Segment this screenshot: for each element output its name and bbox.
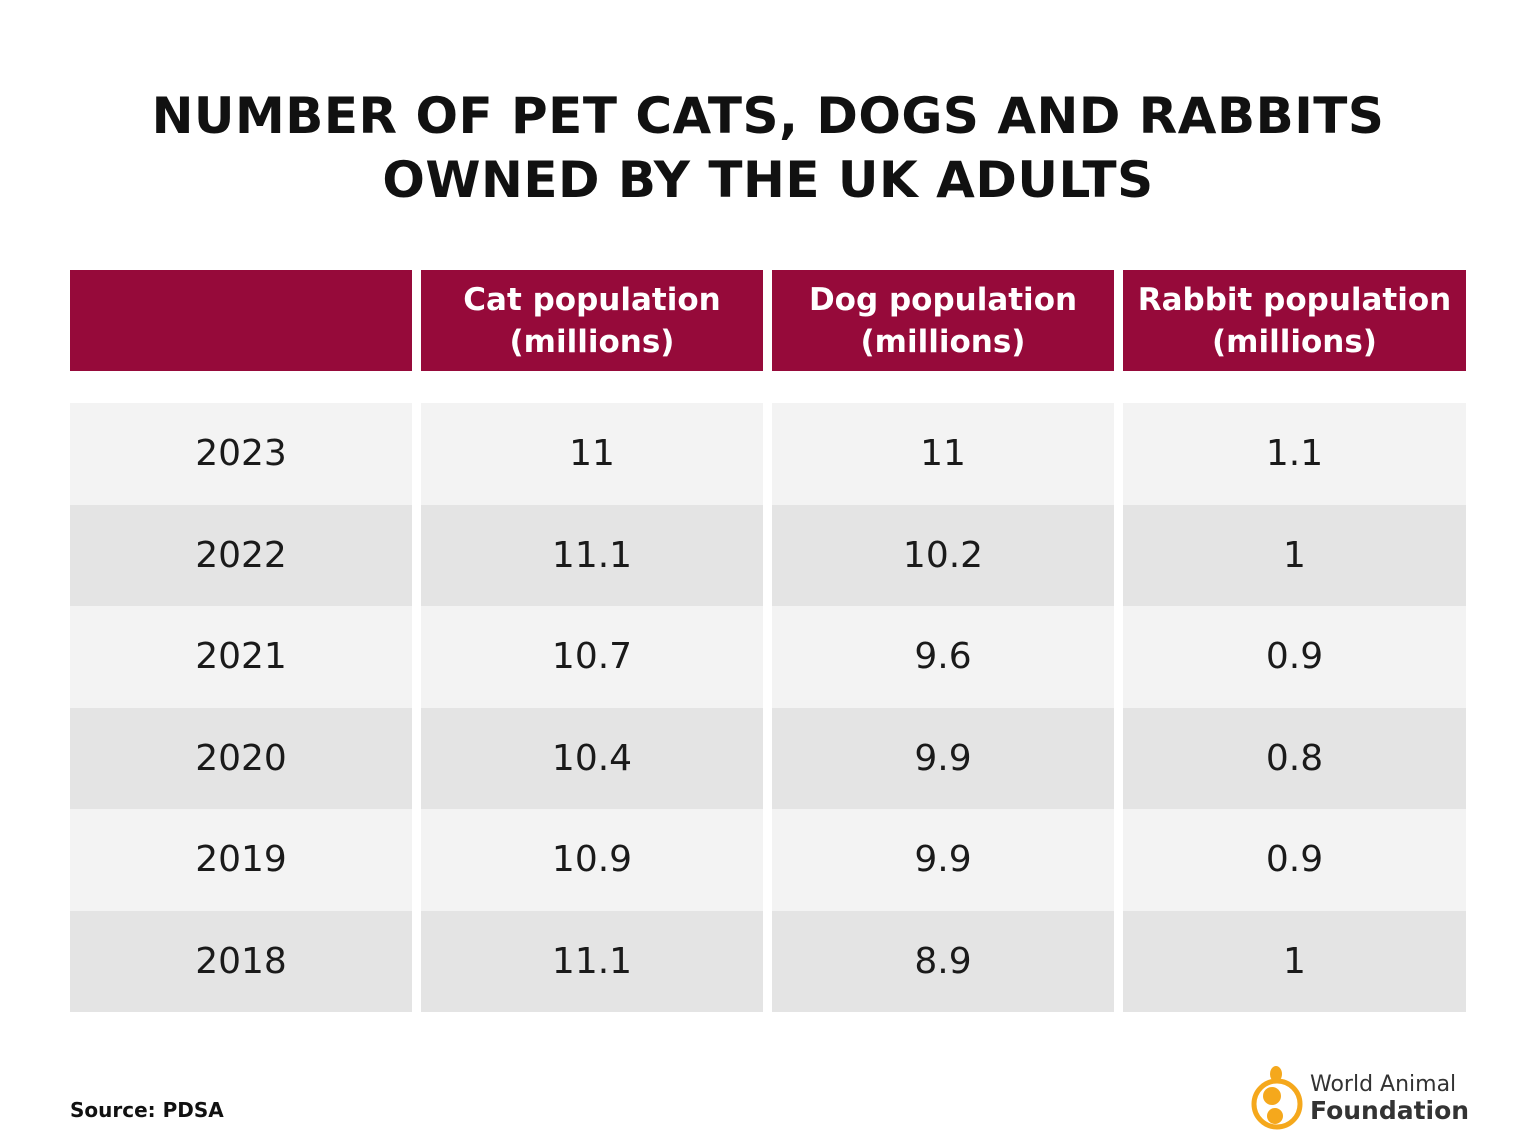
table-body: 2023 11 11 1.1 2022 11.1 10.2 1 2021 10.7 9.6 0.9 20… [70, 403, 1466, 1012]
cell-dog: 10.2 [772, 504, 1114, 606]
header-unit: (millions) [860, 323, 1026, 360]
data-table: Cat population (millions) Dog population… [70, 270, 1466, 1012]
animal-circle-logo-icon [1251, 1066, 1303, 1130]
cell-dog: 8.9 [772, 910, 1114, 1012]
source-note: Source: PDSA [70, 1098, 224, 1122]
cell-rabbit: 1 [1123, 504, 1466, 606]
table-row: 2021 10.7 9.6 0.9 [70, 606, 1466, 708]
logo-line-2: Foundation [1310, 1096, 1470, 1125]
cell-year: 2023 [70, 403, 412, 505]
cell-cat: 10.4 [421, 707, 763, 809]
cell-rabbit: 0.9 [1123, 606, 1466, 708]
header-cell-dog: Dog population (millions) [772, 270, 1114, 371]
cell-cat: 11.1 [421, 910, 763, 1012]
header-row: Cat population (millions) Dog population… [70, 270, 1466, 371]
header-label: Rabbit population [1137, 281, 1452, 318]
cell-year: 2020 [70, 707, 412, 809]
table-row: 2022 11.1 10.2 1 [70, 504, 1466, 606]
cell-year: 2018 [70, 910, 412, 1012]
cell-cat: 11.1 [421, 504, 763, 606]
cell-year: 2022 [70, 504, 412, 606]
logo-line-1: World Animal [1310, 1072, 1457, 1097]
cell-dog: 9.9 [772, 809, 1114, 911]
table-row: 2019 10.9 9.9 0.9 [70, 809, 1466, 911]
header-cell-rabbit: Rabbit population (millions) [1123, 270, 1466, 371]
header-unit: (millions) [509, 323, 675, 360]
cell-dog: 11 [772, 403, 1114, 505]
cell-rabbit: 0.8 [1123, 707, 1466, 809]
cell-year: 2019 [70, 809, 412, 911]
title-line-2: OWNED BY THE UK ADULTS [382, 151, 1154, 209]
cell-cat: 10.7 [421, 606, 763, 708]
cell-rabbit: 1.1 [1123, 403, 1466, 505]
cell-cat: 10.9 [421, 809, 763, 911]
cell-dog: 9.9 [772, 707, 1114, 809]
header-label: Cat population [463, 281, 721, 318]
chart-title: NUMBER OF PET CATS, DOGS AND RABBITS OWN… [0, 84, 1536, 212]
title-line-1: NUMBER OF PET CATS, DOGS AND RABBITS [151, 87, 1385, 145]
cell-cat: 11 [421, 403, 763, 505]
cell-rabbit: 1 [1123, 910, 1466, 1012]
header-cell-year [70, 270, 412, 371]
cell-dog: 9.6 [772, 606, 1114, 708]
world-animal-foundation-logo: World Animal Foundation [1250, 1064, 1470, 1134]
cell-year: 2021 [70, 606, 412, 708]
cell-rabbit: 0.9 [1123, 809, 1466, 911]
header-unit: (millions) [1212, 323, 1377, 360]
header-cell-cat: Cat population (millions) [421, 270, 763, 371]
header-label: Dog population [808, 281, 1078, 318]
table-row: 2020 10.4 9.9 0.8 [70, 707, 1466, 809]
table-row: 2018 11.1 8.9 1 [70, 910, 1466, 1012]
table-row: 2023 11 11 1.1 [70, 403, 1466, 505]
